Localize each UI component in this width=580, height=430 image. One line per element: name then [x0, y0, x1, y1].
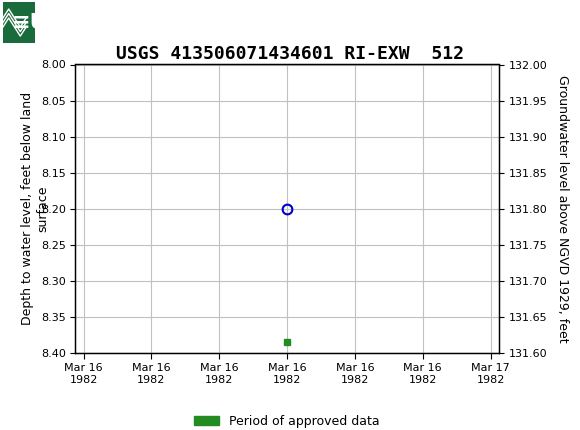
Text: USGS 413506071434601 RI-EXW  512: USGS 413506071434601 RI-EXW 512: [116, 45, 464, 63]
Y-axis label: Depth to water level, feet below land
surface: Depth to water level, feet below land su…: [21, 92, 49, 325]
Y-axis label: Groundwater level above NGVD 1929, feet: Groundwater level above NGVD 1929, feet: [556, 75, 568, 342]
Bar: [3, 2, 35, 43]
Legend: Period of approved data: Period of approved data: [189, 410, 385, 430]
Text: ≡USGS: ≡USGS: [12, 12, 99, 33]
